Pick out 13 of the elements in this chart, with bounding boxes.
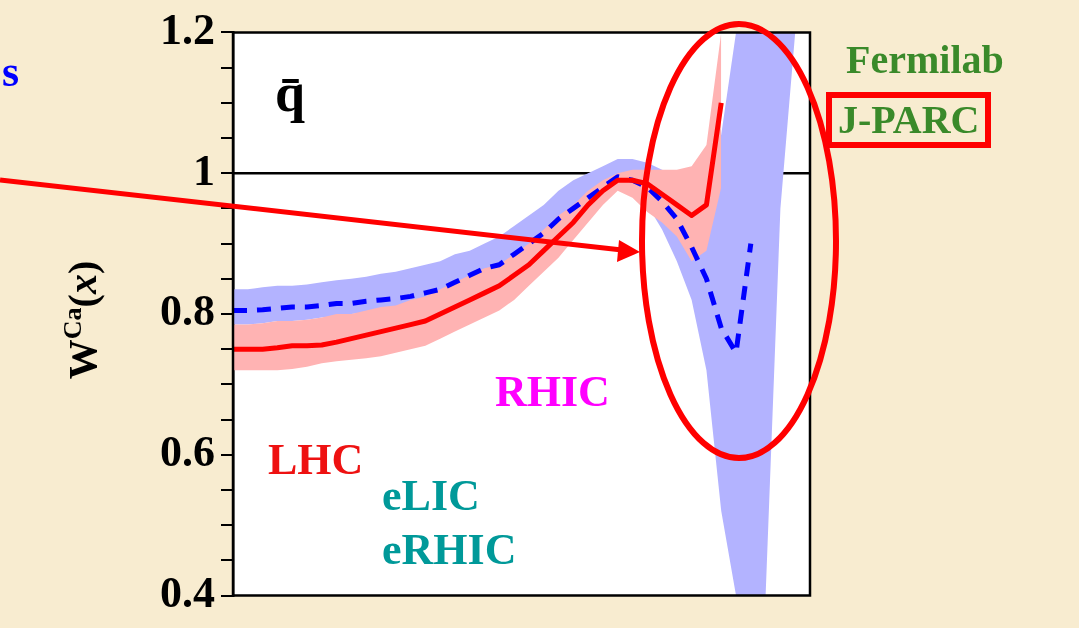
- annotation: eLIC: [382, 471, 480, 520]
- y-tick-label: 1.2: [160, 4, 215, 54]
- text: s: [2, 47, 20, 96]
- annotation: eRHIC: [382, 525, 517, 574]
- text: q̄: [275, 62, 306, 124]
- y-tick-label: 0.4: [160, 567, 215, 617]
- text: J-PARC: [826, 92, 992, 148]
- annotation: RHIC: [495, 367, 610, 416]
- y-tick-label: 0.6: [160, 427, 215, 477]
- y-tick-label: 1: [193, 145, 215, 195]
- y-tick-label: 0.8: [160, 286, 215, 336]
- annotation: LHC: [268, 435, 364, 484]
- text: Fermilab: [846, 37, 1004, 82]
